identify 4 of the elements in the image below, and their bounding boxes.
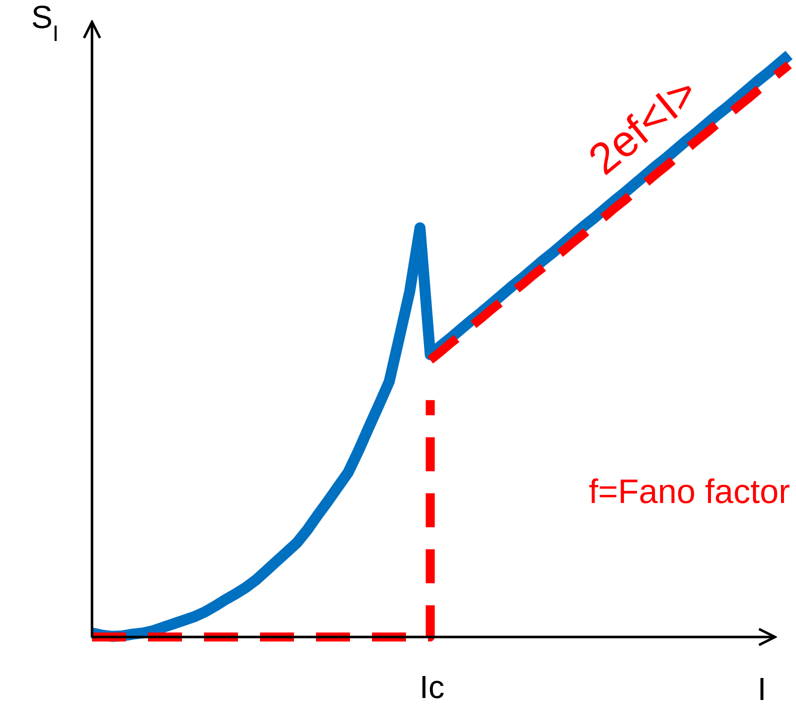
x-axis-title: I bbox=[758, 671, 766, 707]
y-axis-title: S$_{I}$ bbox=[31, 0, 59, 46]
annotation: f=Fano factor bbox=[588, 473, 790, 511]
text: Ic bbox=[420, 669, 444, 705]
